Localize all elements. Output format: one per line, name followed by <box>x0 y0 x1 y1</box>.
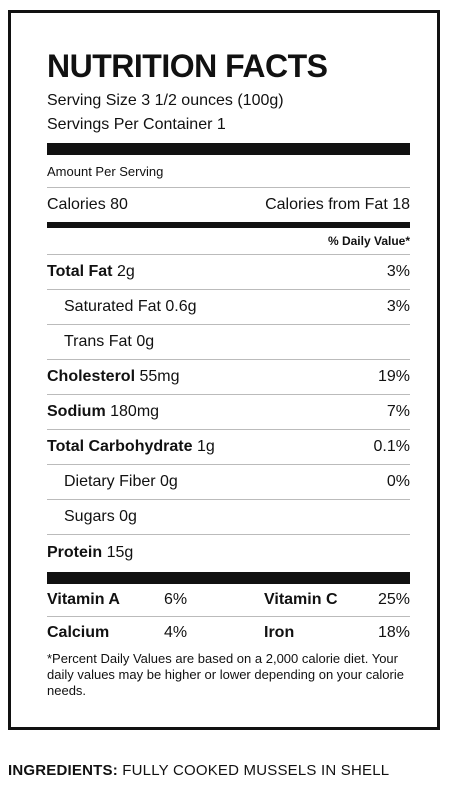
daily-value-footnote: *Percent Daily Values are based on a 2,0… <box>47 651 404 698</box>
nutrient-row-trans-fat: Trans Fat 0g <box>47 325 410 360</box>
divider-medium <box>47 222 410 228</box>
vitamin-value: 6% <box>164 591 188 608</box>
ingredients-label: INGREDIENTS: <box>8 762 118 779</box>
vitamin-row-calcium-iron: Calcium 4% Iron 18% <box>47 617 410 649</box>
nutrient-dv: 3% <box>386 263 410 280</box>
nutrition-facts-panel: NUTRITION FACTS Serving Size 3 1/2 ounce… <box>8 10 440 730</box>
nutrition-facts-content: NUTRITION FACTS Serving Size 3 1/2 ounce… <box>47 49 410 699</box>
nutrient-row-sugars: Sugars 0g <box>47 500 410 535</box>
calories-row: Calories 80 Calories from Fat 18 <box>47 188 410 222</box>
nutrient-dv: 3% <box>386 298 410 315</box>
nutrient-name: Protein <box>47 544 103 561</box>
nutrient-amount: 0g <box>119 508 137 525</box>
nutrient-row-total-fat: Total Fat 2g 3% <box>47 255 410 290</box>
serving-size: Serving Size 3 1/2 ounces (100g) <box>47 92 284 109</box>
divider-thick <box>47 143 410 155</box>
vitamin-row-a-c: Vitamin A 6% Vitamin C 25% <box>47 584 410 617</box>
nutrient-amount: 55mg <box>139 368 180 385</box>
ingredients-line: INGREDIENTS: FULLY COOKED MUSSELS IN SHE… <box>8 762 389 779</box>
vitamin-value: 4% <box>164 624 188 641</box>
vitamin-name: Calcium <box>47 624 110 641</box>
nutrient-row-saturated-fat: Saturated Fat 0.6g 3% <box>47 290 410 325</box>
servings-per-container: Servings Per Container 1 <box>47 116 226 133</box>
nutrient-amount: 180mg <box>110 403 160 420</box>
daily-value-header: % Daily Value* <box>47 228 410 255</box>
nutrient-name: Saturated Fat <box>64 298 161 315</box>
nutrient-amount: 15g <box>106 544 134 561</box>
nutrient-dv: 0% <box>386 473 410 490</box>
nutrient-amount: 0g <box>160 473 178 490</box>
calories-value: Calories 80 <box>47 196 128 213</box>
nutrient-row-sodium: Sodium 180mg 7% <box>47 395 410 430</box>
nutrient-name: Total Fat <box>47 263 113 280</box>
nutrient-dv: 19% <box>377 368 410 385</box>
daily-value-header-label: % Daily Value* <box>327 234 410 248</box>
amount-per-serving-row: Amount Per Serving <box>47 155 410 188</box>
vitamin-name: Vitamin C <box>264 591 338 608</box>
nutrient-dv: 7% <box>386 403 410 420</box>
nutrient-name: Sodium <box>47 403 106 420</box>
panel-title: NUTRITION FACTS <box>47 48 328 84</box>
nutrient-amount: 0.6g <box>165 298 197 315</box>
nutrient-name: Trans Fat <box>64 333 132 350</box>
nutrient-row-total-carbohydrate: Total Carbohydrate 1g 0.1% <box>47 430 410 465</box>
nutrient-amount: 1g <box>196 438 215 455</box>
nutrient-name: Dietary Fiber <box>64 473 156 490</box>
vitamin-value: 25% <box>377 591 410 608</box>
vitamin-name: Vitamin A <box>47 591 120 608</box>
nutrient-name: Total Carbohydrate <box>47 438 193 455</box>
ingredients-text: FULLY COOKED MUSSELS IN SHELL <box>122 762 390 779</box>
nutrient-row-protein: Protein 15g <box>47 535 410 571</box>
amount-per-serving-label: Amount Per Serving <box>47 163 164 179</box>
vitamin-name: Iron <box>264 624 295 641</box>
calories-from-fat: Calories from Fat 18 <box>265 196 410 213</box>
nutrient-dv: 0.1% <box>373 438 410 455</box>
nutrient-row-dietary-fiber: Dietary Fiber 0g 0% <box>47 465 410 500</box>
nutrient-name: Cholesterol <box>47 368 136 385</box>
nutrient-amount: 2g <box>116 263 135 280</box>
divider-thick-vitamins <box>47 572 410 584</box>
nutrient-name: Sugars <box>64 508 115 525</box>
nutrient-row-cholesterol: Cholesterol 55mg 19% <box>47 360 410 395</box>
vitamin-value: 18% <box>377 624 410 641</box>
nutrient-amount: 0g <box>136 333 155 350</box>
